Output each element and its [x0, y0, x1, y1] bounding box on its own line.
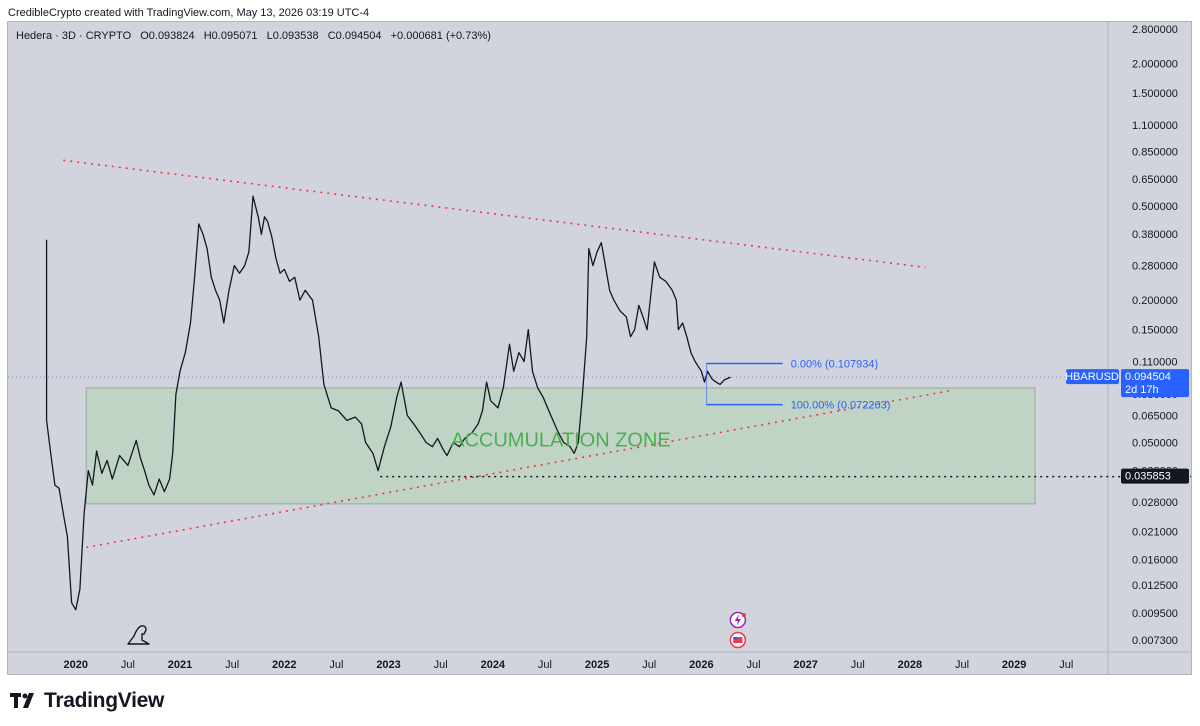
y-tick-label: 0.050000	[1132, 437, 1178, 449]
y-tick-label: 2.800000	[1132, 24, 1178, 36]
lightning-bolt-icon	[734, 614, 741, 626]
x-tick-label: 2020	[64, 659, 88, 671]
y-tick-label: 0.500000	[1132, 201, 1178, 213]
x-tick-label: Jul	[642, 659, 656, 671]
x-tick-label: 2021	[168, 659, 192, 671]
x-tick-label: 2023	[376, 659, 400, 671]
tradingview-logo-icon	[10, 693, 34, 708]
y-tick-label: 2.000000	[1132, 59, 1178, 71]
ticker-badge-label: HBARUSD	[1065, 371, 1119, 383]
x-tick-label: Jul	[746, 659, 760, 671]
chart-caption: CredibleCrypto created with TradingView.…	[8, 7, 370, 19]
brand-name: TradingView	[44, 689, 165, 712]
close-label: C	[327, 30, 336, 42]
high-label: H	[203, 30, 212, 42]
fib-label-0: 0.00% (0.107934)	[791, 358, 878, 370]
y-tick-label: 0.009500	[1132, 608, 1178, 620]
us-flag-icon	[733, 637, 743, 643]
support-level-value: 0.035853	[1125, 471, 1171, 483]
y-tick-label: 1.500000	[1132, 88, 1178, 100]
y-tick-label: 0.007300	[1132, 635, 1178, 647]
y-tick-label: 0.021000	[1132, 527, 1178, 539]
ticker-badge[interactable]	[1066, 369, 1119, 385]
y-tick-label: 0.110000	[1132, 357, 1177, 369]
x-tick-label: 2029	[1002, 659, 1026, 671]
x-tick-label: 2025	[585, 659, 609, 671]
x-tick-label: 2024	[481, 659, 506, 671]
price-series-line[interactable]	[45, 195, 731, 611]
x-tick-label: 2026	[689, 659, 713, 671]
open-value: 0.093824	[148, 30, 195, 42]
price-chart[interactable]: ACCUMULATION ZONE 0.00% (0.107934) 100.00%…	[8, 22, 1191, 674]
x-tick-label: Jul	[1059, 659, 1073, 671]
bar-countdown: 2d 17h	[1125, 384, 1159, 396]
x-tick-label: Jul	[955, 659, 969, 671]
change-value: +0.000681 (+0.73%)	[390, 30, 491, 42]
x-tick-label: Jul	[538, 659, 552, 671]
open-label: O	[140, 30, 149, 42]
accumulation-zone[interactable]	[85, 387, 1036, 505]
x-tick-label: Jul	[329, 659, 343, 671]
y-tick-label: 0.065000	[1132, 411, 1178, 423]
upper-trendline[interactable]	[63, 159, 926, 269]
chart-pane[interactable]: ACCUMULATION ZONE 0.00% (0.107934) 100.00%…	[7, 21, 1192, 675]
last-price-value: 0.094504	[1125, 371, 1171, 383]
x-tick-label: Jul	[225, 659, 239, 671]
tradingview-brand[interactable]: TradingView	[10, 689, 164, 713]
zone-label: ACCUMULATION ZONE	[451, 430, 671, 452]
event-dot-icon	[741, 613, 746, 617]
dinosaur-icon	[127, 625, 150, 645]
y-tick-label: 0.650000	[1132, 174, 1178, 186]
y-tick-label: 0.850000	[1132, 147, 1178, 159]
y-tick-label: 0.016000	[1132, 554, 1178, 566]
x-tick-label: 2028	[898, 659, 922, 671]
y-tick-label: 0.028000	[1132, 497, 1178, 509]
low-value: 0.093538	[272, 30, 319, 42]
y-tick-label: 1.100000	[1132, 120, 1178, 132]
y-tick-label: 0.380000	[1132, 229, 1178, 241]
high-value: 0.095071	[211, 30, 258, 42]
x-tick-label: 2022	[272, 659, 296, 671]
symbol-name[interactable]: Hedera · 3D · CRYPTO	[16, 30, 132, 42]
y-tick-label: 0.150000	[1132, 325, 1178, 337]
x-tick-label: Jul	[121, 659, 135, 671]
support-level-badge[interactable]	[1121, 468, 1189, 484]
y-tick-label: 0.012500	[1132, 580, 1178, 592]
last-price-badge[interactable]	[1121, 369, 1189, 398]
us-flag-canton-icon	[733, 637, 738, 640]
x-tick-label: Jul	[434, 659, 448, 671]
close-value: 0.094504	[335, 30, 382, 42]
x-tick-label: 2027	[793, 659, 817, 671]
low-label: L	[266, 30, 273, 42]
x-tick-label: Jul	[851, 659, 865, 671]
ohlc-legend: Hedera · 3D · CRYPTO O0.093824 H0.095071…	[16, 30, 491, 42]
fib-label-100: 100.00% (0.072263)	[791, 400, 891, 412]
y-tick-label: 0.200000	[1132, 295, 1178, 307]
y-tick-label: 0.280000	[1132, 261, 1178, 273]
